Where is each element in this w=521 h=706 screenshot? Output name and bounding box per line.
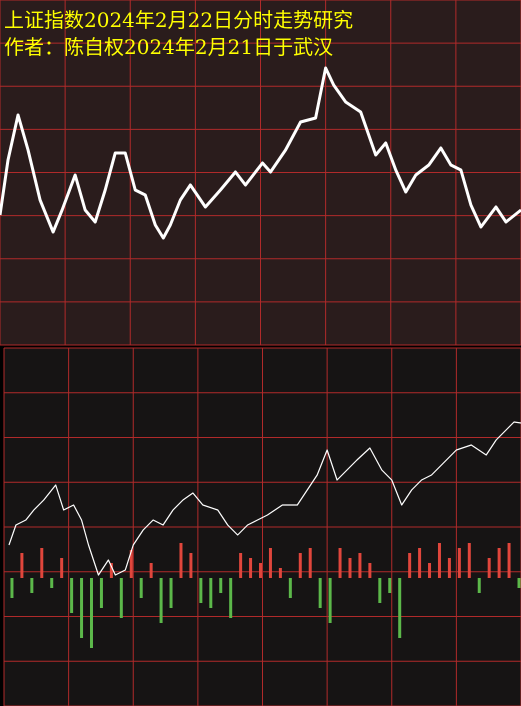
bar xyxy=(30,578,34,593)
bar xyxy=(507,543,511,578)
bar xyxy=(149,563,153,578)
bar xyxy=(109,563,113,578)
bar xyxy=(80,578,84,638)
bar xyxy=(89,578,93,648)
bar xyxy=(328,578,332,623)
bar xyxy=(388,578,392,593)
bar xyxy=(408,553,412,578)
bar xyxy=(60,558,64,578)
bar xyxy=(487,558,491,578)
bar xyxy=(159,578,163,623)
bar xyxy=(418,548,422,578)
bar xyxy=(477,578,481,593)
bar xyxy=(517,578,521,588)
bar xyxy=(249,558,253,578)
bar xyxy=(318,578,322,608)
bar xyxy=(368,563,372,578)
bar xyxy=(348,558,352,578)
bar xyxy=(99,578,103,608)
bar xyxy=(119,578,123,618)
line xyxy=(8,421,521,576)
bar xyxy=(467,543,471,578)
bar xyxy=(338,548,342,578)
bar xyxy=(437,543,441,578)
bar xyxy=(199,578,203,603)
bar xyxy=(189,553,193,578)
bar xyxy=(70,578,74,613)
bar xyxy=(298,553,302,578)
bar xyxy=(179,543,183,578)
bar xyxy=(497,548,501,578)
bar xyxy=(288,578,292,598)
bar xyxy=(50,578,54,588)
bar xyxy=(229,578,233,618)
chart-subtitle: 作者：陈自权2024年2月21日于武汉 xyxy=(4,35,333,59)
line xyxy=(0,66,521,240)
bar xyxy=(428,563,432,578)
bar xyxy=(268,548,272,578)
bar xyxy=(378,578,382,603)
bar xyxy=(129,550,133,578)
bar xyxy=(209,578,213,608)
bar xyxy=(10,578,14,598)
bar xyxy=(457,548,461,578)
marks xyxy=(0,66,521,648)
bar xyxy=(278,568,282,578)
chart-title: 上证指数2024年2月22日分时走势研究 xyxy=(4,8,353,32)
bar xyxy=(358,553,362,578)
bar xyxy=(447,558,451,578)
bar xyxy=(308,548,312,578)
bar xyxy=(20,553,24,578)
bar xyxy=(239,553,243,578)
bar xyxy=(219,578,223,593)
bar xyxy=(139,578,143,598)
bar xyxy=(169,578,173,608)
bar xyxy=(398,578,402,638)
bar xyxy=(259,563,263,578)
bar xyxy=(40,548,44,578)
